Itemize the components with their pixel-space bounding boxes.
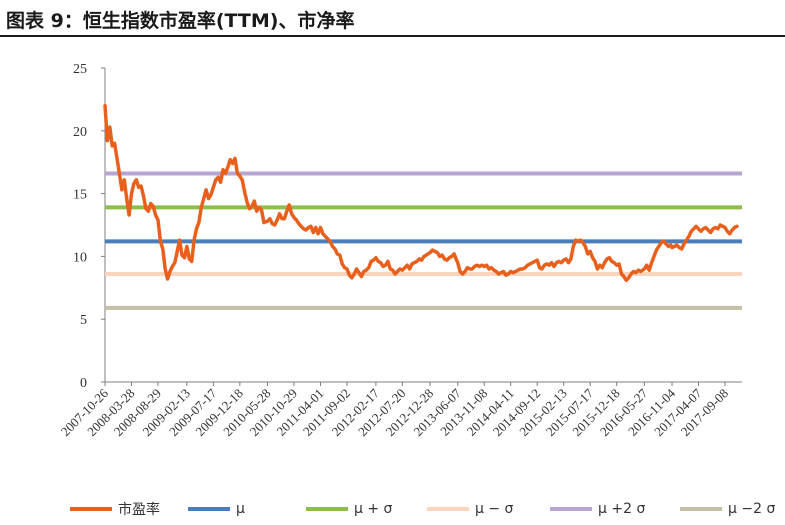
page-title: 图表 9：恒生指数市盈率(TTM)、市净率: [6, 10, 355, 32]
title-rule: [0, 35, 785, 37]
header: 图表 9：恒生指数市盈率(TTM)、市净率: [0, 0, 785, 37]
legend-swatch: [188, 507, 230, 511]
x-tick-labels: 2007-10-262008-03-282008-08-292009-02-13…: [58, 385, 732, 439]
y-tick-label: 15: [73, 188, 87, 203]
legend-label: 市盈率: [118, 502, 160, 518]
y-tick-label: 20: [73, 125, 87, 140]
legend-swatch: [680, 507, 722, 511]
legend-label: μ + σ: [354, 501, 393, 517]
sigma-bands: [105, 171, 742, 310]
legend-item: μ +2 σ: [550, 498, 645, 520]
y-tick-labels: 0 5 10 15 20 25: [73, 62, 87, 391]
y-tick-label: 25: [73, 62, 87, 77]
pe-chart: 0 5 10 15 20 25 2007-10-262008-03-282008-08-2…: [58, 62, 742, 439]
legend-item: μ − σ: [427, 498, 513, 520]
legend-item: 市盈率: [70, 498, 160, 520]
legend: 市盈率 μ μ + σ μ − σ μ +2 σ μ −2 σ: [70, 498, 780, 520]
y-tick-label: 5: [80, 313, 87, 328]
legend-label: μ: [236, 501, 245, 517]
legend-label: μ −2 σ: [728, 501, 776, 517]
legend-swatch: [306, 507, 348, 511]
legend-item: μ −2 σ: [680, 498, 775, 520]
y-tick-label: 0: [80, 376, 87, 391]
legend-swatch: [550, 507, 592, 511]
legend-item: μ + σ: [306, 498, 392, 520]
legend-label: μ +2 σ: [598, 501, 646, 517]
legend-swatch: [427, 507, 469, 511]
pe-series: [103, 103, 739, 283]
legend-swatch: [70, 507, 112, 511]
legend-label: μ − σ: [475, 501, 514, 517]
legend-item: μ: [188, 498, 245, 520]
pe-line: [103, 103, 739, 283]
y-tick-label: 10: [73, 250, 87, 265]
